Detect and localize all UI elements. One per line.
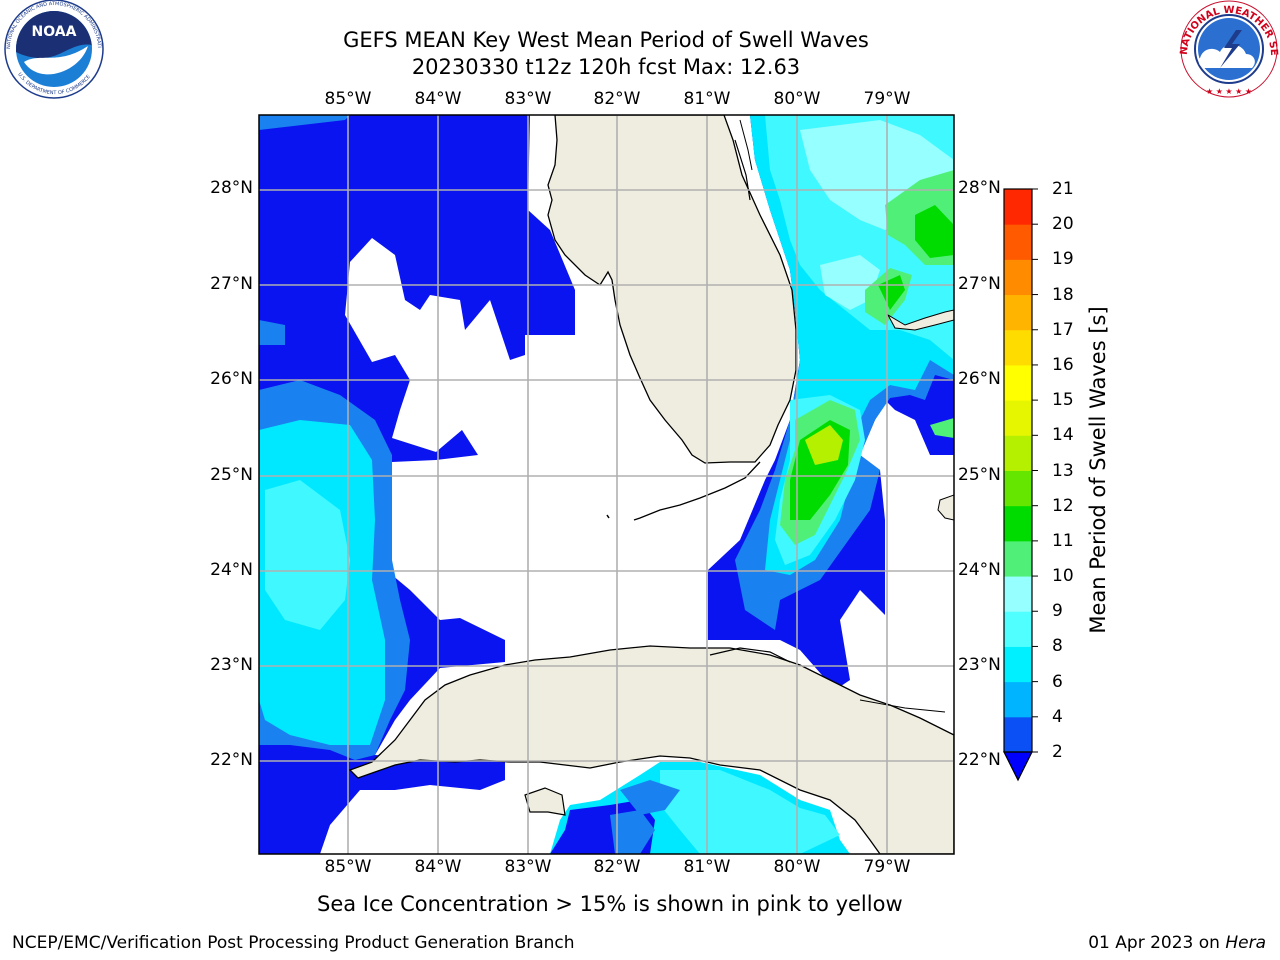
colorbar-segment [1004,400,1032,436]
swell-zone-10-11s-north [915,205,954,258]
colorbar-tick-label: 15 [1052,390,1074,411]
colorbar-tick-label: 12 [1052,495,1074,516]
swell-zone-12s-straits [805,425,843,465]
lat-tick-left: 28°N [210,178,253,198]
noaa-logo-text: NOAA [32,24,77,40]
colorbar-tick-label: 9 [1052,601,1063,622]
lat-tick-right: 25°N [958,465,1001,485]
colorbar-segment [1004,224,1032,260]
colorbar-segment [1004,189,1032,225]
colorbar-tick-label: 11 [1052,530,1074,551]
colorbar-segment [1004,329,1032,366]
florida-landmass [547,115,797,464]
cuba-north-cays [709,647,791,663]
lat-tick-left: 23°N [210,655,253,675]
colorbar-tick-label: 17 [1052,319,1074,340]
colorbar-segment [1004,576,1032,612]
isle-of-youth [524,787,566,816]
colorbar-tick-label: 8 [1052,636,1063,657]
machine-name: Hera [1225,933,1266,953]
colorbar-tick-label: 18 [1052,284,1074,305]
lon-tick-top: 80°W [773,89,821,109]
swell-zone-2s-dot [275,135,295,158]
lon-tick-top: 83°W [504,89,552,109]
colorbar-tick-label: 16 [1052,354,1074,375]
lat-tick-left: 24°N [210,560,253,580]
lon-tick-top: 81°W [683,89,731,109]
swell-zone-9s-east [930,418,954,438]
andros-island [937,494,954,521]
colorbar-tick-label: 2 [1052,742,1063,762]
lat-tick-right: 27°N [958,274,1001,294]
colorbar-segment [1004,716,1032,753]
colorbar-tick-label: 13 [1052,460,1074,481]
swell-zone-2s-cuba-west [415,760,440,785]
colorbar-segment [1004,470,1032,507]
map-frame [258,114,955,855]
swell-zone-10-11s-mid [878,275,905,310]
colorbar-segment [1004,294,1032,331]
lat-tick-right: 23°N [958,655,1001,675]
lat-tick-left: 27°N [210,274,253,294]
colorbar-under-arrow [1003,751,1033,782]
nws-logo: NATIONAL WEATHER SERVICE ★ ★ ★ ★ ★ [0,0,1279,98]
lon-tick-top: 85°W [324,89,372,109]
colorbar-label: Mean Period of Swell Waves [s] [1086,306,1110,634]
lon-tick-bottom: 79°W [863,857,911,877]
lat-tick-left: 26°N [210,369,253,389]
colorbar-tick-label: 20 [1052,214,1074,235]
lon-tick-bottom: 83°W [504,857,552,877]
lon-tick-top: 79°W [863,89,911,109]
lat-tick-right: 24°N [958,560,1001,580]
colorbar-tick-label: 21 [1052,179,1074,199]
cuba-landmass [348,645,954,854]
lat-tick-left: 25°N [210,465,253,485]
lon-tick-bottom: 85°W [324,857,372,877]
lon-tick-top: 82°W [593,89,641,109]
lon-tick-bottom: 81°W [683,857,731,877]
grand-bahama-island [886,309,954,331]
colorbar-segment [1004,505,1032,542]
lon-tick-bottom: 80°W [773,857,821,877]
colorbar-segment [1004,681,1032,718]
lon-tick-top: 84°W [414,89,462,109]
swell-zone-4s-caribbean-2 [610,810,655,854]
swell-zone-4s-caribbean [620,780,680,815]
nws-ring-text: NATIONAL WEATHER SERVICE [0,0,1279,56]
map-grid [259,115,954,854]
swell-zone-4s-patch [259,320,285,345]
florida-keys [633,461,761,521]
colorbar-segment [1004,435,1032,471]
colorbar-tick-label: 4 [1052,706,1063,727]
map-plot-area [259,115,954,854]
colorbar-tick-label: 10 [1052,566,1074,587]
noaa-logo: NOAA NATIONAL OCEANIC AND ATMOSPHERIC AD… [0,0,104,99]
nws-stars-icon: ★ ★ ★ ★ ★ [1206,87,1252,96]
lat-tick-right: 28°N [958,178,1001,198]
lon-tick-bottom: 82°W [593,857,641,877]
lat-tick-left: 22°N [210,750,253,770]
colorbar-segment [1004,611,1032,647]
chart-subtitle-forecast: 20230330 t12z 120h fcst Max: 12.63 [411,55,801,79]
colorbar-tick-label: 14 [1052,425,1074,446]
date-stamp: 01 Apr 2023 on Hera [1088,933,1266,953]
colorbar-tick-label: 6 [1052,671,1063,692]
colorbar-segment [1004,646,1032,683]
swell-zone-4s-north [259,115,350,130]
colorbar-tick-label: 19 [1052,249,1074,270]
colorbar-segment [1004,540,1032,577]
swell-zone-8s-west [265,480,350,630]
swell-zone-8s-caribbean [660,770,840,854]
credit-text: NCEP/EMC/Verification Post Processing Pr… [12,933,575,953]
lat-tick-right: 26°N [958,369,1001,389]
colorbar-segment [1004,364,1032,401]
colorbar [1003,188,1038,782]
lon-tick-bottom: 84°W [414,857,462,877]
colorbar-segment [1004,259,1032,296]
chart-title: GEFS MEAN Key West Mean Period of Swell … [343,28,869,52]
lat-tick-right: 22°N [958,750,1001,770]
